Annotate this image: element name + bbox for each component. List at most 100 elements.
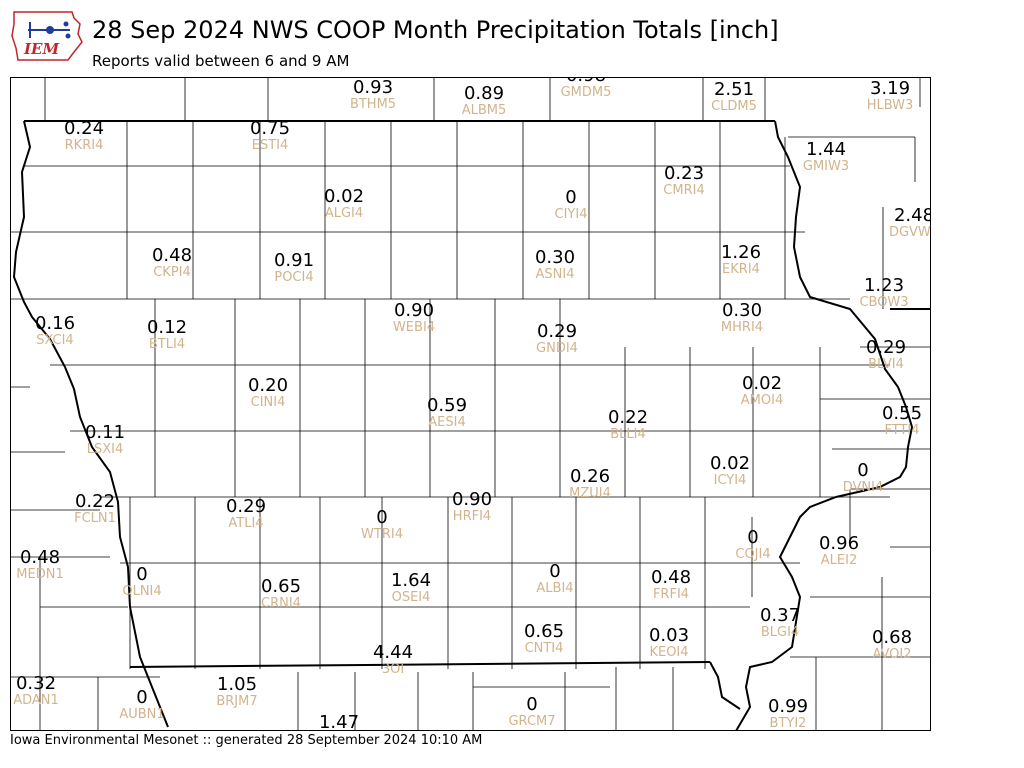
station-id: BLLI4: [610, 427, 646, 442]
precip-value: 0.90: [394, 300, 434, 321]
precip-value: 0.98: [566, 77, 606, 86]
precip-value: 0: [549, 561, 560, 582]
station-id: MZUI4: [569, 486, 611, 501]
precip-value: 4.44: [373, 642, 413, 663]
precip-value: 0: [376, 507, 387, 528]
precip-value: 0.55: [882, 403, 922, 424]
county-lines: [10, 77, 930, 731]
station-id: DVNI4: [843, 480, 884, 495]
map-title: 28 Sep 2024 NWS COOP Month Precipitation…: [92, 16, 779, 44]
station-id: ALBI4: [536, 581, 573, 596]
precip-value: 0.68: [872, 627, 912, 648]
station-id: FTTI4: [884, 423, 919, 438]
precip-value: 0: [526, 694, 537, 715]
precip-value: 1.26: [721, 242, 761, 263]
station-id: AESI4: [428, 415, 465, 430]
precip-value: 0.99: [768, 696, 808, 717]
precip-value: 3.19: [870, 78, 910, 99]
station-id: WEBI4: [393, 320, 435, 335]
station-id: ALBM5: [462, 103, 507, 118]
precip-value: 1.47: [319, 712, 359, 731]
precip-value: 1.23: [864, 275, 904, 296]
station-id: LSXI4: [87, 442, 124, 457]
station-id: FRFI4: [653, 587, 689, 602]
station-id: BRJM7: [216, 694, 257, 709]
station-id: BLGI4: [761, 625, 799, 640]
precip-value: 0.48: [651, 567, 691, 588]
station-id: BLVI4: [868, 357, 904, 372]
precip-value: 0.20: [248, 375, 288, 396]
precip-value: 0.93: [353, 77, 393, 98]
precip-value: 0: [136, 687, 147, 708]
station-id: ESTI4: [252, 138, 289, 153]
precip-value: 0.22: [75, 491, 115, 512]
station-id: CMRI4: [663, 183, 704, 198]
precip-value: 0.26: [570, 466, 610, 487]
precip-value: 0.90: [452, 489, 492, 510]
footer-credit: Iowa Environmental Mesonet :: generated …: [10, 733, 483, 748]
station-id: FCLN1: [74, 511, 116, 526]
precip-value: 1.05: [217, 674, 257, 695]
precip-value: 2.48: [894, 205, 931, 226]
station-id: CIYI4: [555, 207, 588, 222]
station-marker: 1.47: [319, 712, 359, 731]
station-marker: 2.48DGVW3: [889, 205, 931, 240]
station-id: POCI4: [274, 270, 313, 285]
station-id: 3OI: [382, 662, 404, 677]
precip-value: 1.44: [806, 139, 846, 160]
station-id: BTHM5: [350, 97, 396, 112]
logo-text: IEM: [23, 40, 59, 58]
station-id: HLBW3: [867, 98, 914, 113]
header: IEM 28 Sep 2024 NWS COOP Month Precipita…: [0, 0, 1024, 76]
precip-value: 0.29: [866, 337, 906, 358]
precip-value: 0.16: [35, 313, 75, 334]
station-id: CKPI4: [153, 265, 191, 280]
station-id: CNTI4: [525, 641, 564, 656]
station-id: ALEI2: [821, 553, 857, 568]
station-id: CBOW3: [859, 295, 908, 310]
station-id: COJI4: [735, 547, 770, 562]
iem-logo: IEM: [10, 8, 86, 62]
precip-value: 0.24: [64, 118, 104, 139]
station-marker: 0.98GMDM5: [561, 77, 612, 100]
precip-value: 0.02: [710, 453, 750, 474]
precip-value: 0.48: [20, 547, 60, 568]
precip-value: 0.02: [324, 186, 364, 207]
station-id: EKRI4: [722, 262, 760, 277]
precip-value: 0.65: [261, 576, 301, 597]
map-subtitle: Reports valid between 6 and 9 AM: [92, 52, 350, 70]
precip-value: 0: [565, 187, 576, 208]
precip-value: 0.30: [535, 247, 575, 268]
